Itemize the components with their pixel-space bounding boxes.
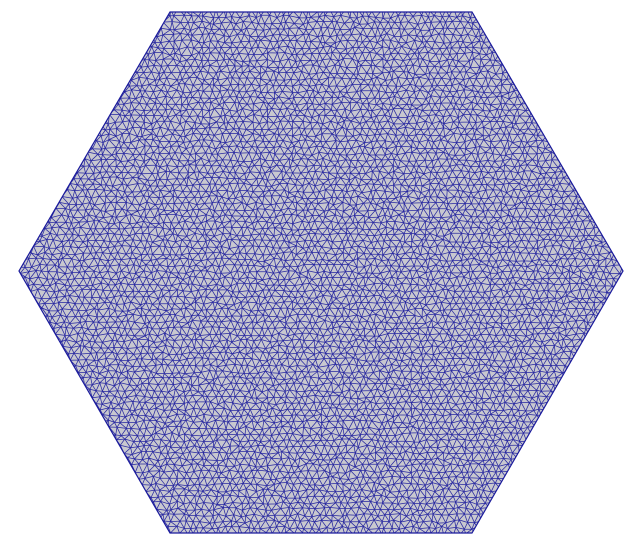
- hexagon-boundary: [18, 11, 624, 534]
